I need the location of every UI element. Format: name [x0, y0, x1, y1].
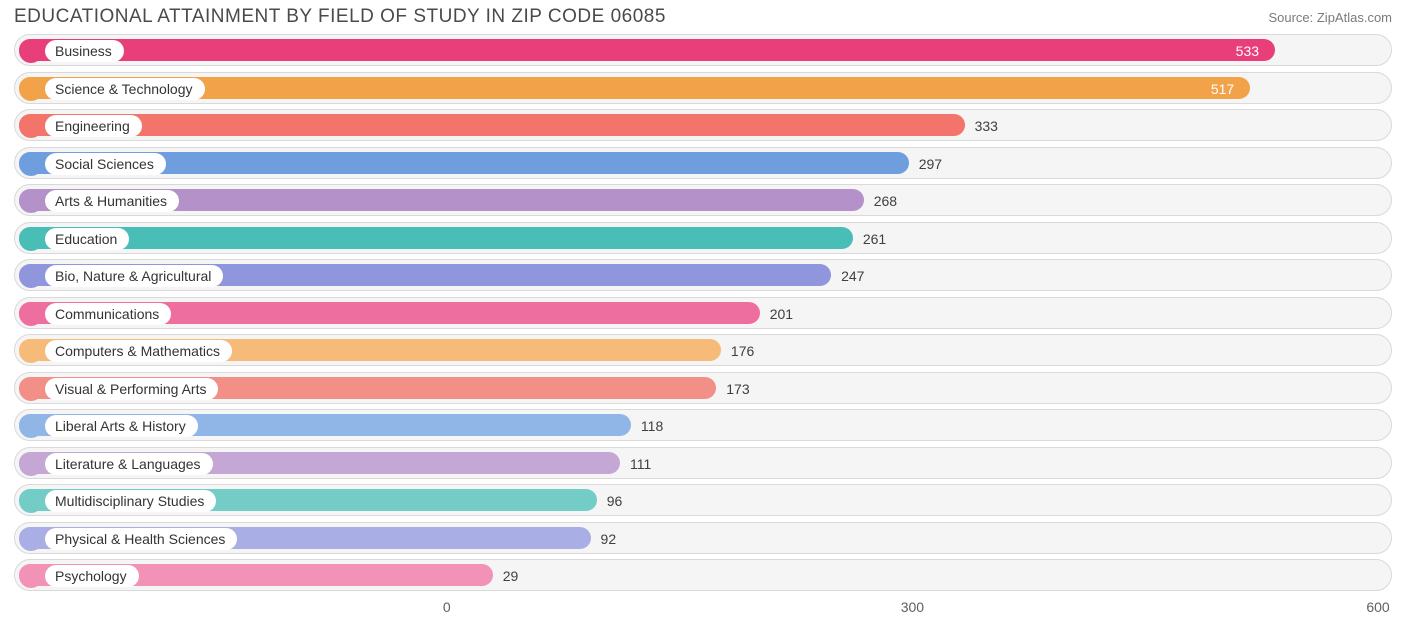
bar-value: 176 — [731, 335, 754, 366]
bar-bullet — [19, 452, 43, 476]
bar-row: Arts & Humanities 268 — [14, 184, 1392, 216]
bar-value: 261 — [863, 223, 886, 254]
category-label: Engineering — [45, 115, 142, 137]
bar-bullet — [19, 339, 43, 363]
category-label: Literature & Languages — [45, 453, 213, 475]
bar-row: Social Sciences 297 — [14, 147, 1392, 179]
bar-value: 29 — [503, 560, 519, 591]
category-label: Liberal Arts & History — [45, 415, 198, 437]
category-label: Multidisciplinary Studies — [45, 490, 216, 512]
chart-source: Source: ZipAtlas.com — [1268, 10, 1392, 25]
bar-bullet — [19, 302, 43, 326]
category-label: Education — [45, 228, 129, 250]
bar-bullet — [19, 227, 43, 251]
bar-row: Physical & Health Sciences 92 — [14, 522, 1392, 554]
bar-bullet — [19, 564, 43, 588]
bar-row: Education 261 — [14, 222, 1392, 254]
bar-fill — [19, 227, 853, 249]
bar-value: 517 — [1211, 73, 1234, 104]
bar-value: 297 — [919, 148, 942, 179]
category-label: Communications — [45, 303, 171, 325]
bar-bullet — [19, 377, 43, 401]
chart-header: EDUCATIONAL ATTAINMENT BY FIELD OF STUDY… — [0, 0, 1406, 32]
bar-bullet — [19, 414, 43, 438]
bar-row: Science & Technology 517 — [14, 72, 1392, 104]
x-tick: 0 — [443, 599, 451, 615]
category-label: Computers & Mathematics — [45, 340, 232, 362]
bar-value: 96 — [607, 485, 623, 516]
x-tick: 300 — [901, 599, 924, 615]
bar-fill — [19, 114, 965, 136]
bar-row: Liberal Arts & History 118 — [14, 409, 1392, 441]
bar-bullet — [19, 489, 43, 513]
category-label: Business — [45, 40, 124, 62]
bar-row: Psychology 29 — [14, 559, 1392, 591]
bar-row: Engineering 333 — [14, 109, 1392, 141]
bar-row: Business 533 — [14, 34, 1392, 66]
bar-value: 92 — [601, 523, 617, 554]
bar-row: Visual & Performing Arts 173 — [14, 372, 1392, 404]
bar-value: 111 — [630, 448, 651, 479]
x-tick: 600 — [1366, 599, 1389, 615]
bar-bullet — [19, 114, 43, 138]
category-label: Arts & Humanities — [45, 190, 179, 212]
bar-bullet — [19, 152, 43, 176]
bar-value: 173 — [726, 373, 749, 404]
bar-row: Literature & Languages 111 — [14, 447, 1392, 479]
category-label: Psychology — [45, 565, 139, 587]
chart-title: EDUCATIONAL ATTAINMENT BY FIELD OF STUDY… — [14, 6, 666, 28]
bar-bullet — [19, 264, 43, 288]
bar-chart: Business 533 Science & Technology 517 Engine… — [0, 32, 1406, 591]
category-label: Visual & Performing Arts — [45, 378, 218, 400]
bar-bullet — [19, 39, 43, 63]
bar-value: 533 — [1236, 35, 1259, 66]
bar-row: Multidisciplinary Studies 96 — [14, 484, 1392, 516]
bar-bullet — [19, 189, 43, 213]
bar-value: 201 — [770, 298, 793, 329]
bar-fill — [19, 39, 1275, 61]
bar-value: 333 — [975, 110, 998, 141]
category-label: Bio, Nature & Agricultural — [45, 265, 223, 287]
bar-value: 118 — [641, 410, 663, 441]
category-label: Science & Technology — [45, 78, 205, 100]
bar-row: Communications 201 — [14, 297, 1392, 329]
bar-bullet — [19, 527, 43, 551]
bar-value: 247 — [841, 260, 864, 291]
x-axis: 0 300 600 — [14, 597, 1392, 621]
bar-row: Computers & Mathematics 176 — [14, 334, 1392, 366]
category-label: Physical & Health Sciences — [45, 528, 237, 550]
bar-row: Bio, Nature & Agricultural 247 — [14, 259, 1392, 291]
bar-bullet — [19, 77, 43, 101]
bar-value: 268 — [874, 185, 897, 216]
category-label: Social Sciences — [45, 153, 166, 175]
